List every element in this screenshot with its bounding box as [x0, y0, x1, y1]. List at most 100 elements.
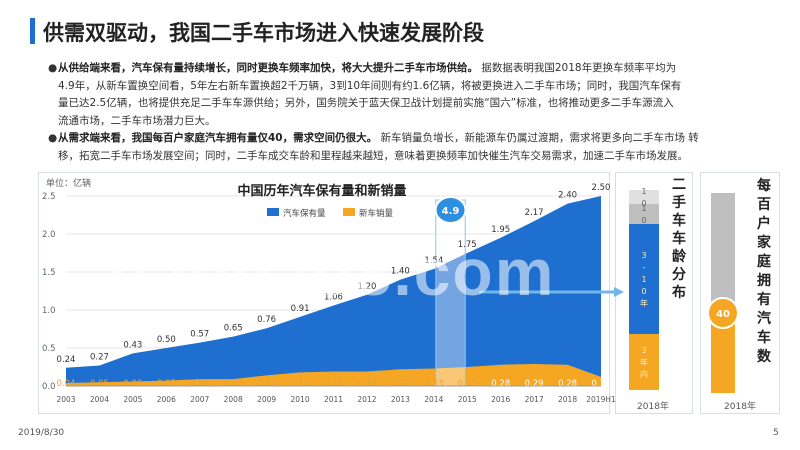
bullet-supply-line-2: 4.9年，从新车置换空间看，5年左右新车置换超2千万辆，3到10年间则有约1.6…	[58, 79, 682, 92]
x-tick-label: 2005	[123, 395, 142, 404]
bullet-list: ● 从供给端来看，汽车保有量持续增长，同时更换车频率加快，将大大提升二手车市场供…	[48, 60, 783, 166]
age-chart-title-char: 车	[672, 230, 686, 247]
x-tick-label: 2004	[90, 395, 109, 404]
household-title-char: 家	[757, 234, 772, 251]
data-label-new-sales: 0.23	[424, 379, 443, 389]
data-label-new-sales: 0.28	[491, 379, 510, 389]
series-area-car-ownership	[66, 196, 601, 386]
y-tick-label: 2.0	[42, 230, 56, 240]
age-chart-title-char: 龄	[672, 248, 687, 265]
x-tick-label: 2015	[458, 395, 477, 404]
household-title-char: 数	[757, 348, 772, 365]
age-segment-2	[629, 204, 659, 224]
age-segment-label-1: 年	[640, 298, 648, 308]
legend-label-new-sales: 新车销量	[359, 208, 394, 219]
title-accent-bar	[30, 18, 35, 44]
x-tick-label: 2017	[525, 395, 544, 404]
data-label-ownership: 0.24	[57, 355, 76, 365]
y-tick-label: 0.5	[42, 344, 56, 354]
slide-title: 供需双驱动，我国二手车市场进入快速发展阶段	[43, 21, 484, 45]
household-title-char: 拥	[757, 272, 771, 289]
legend-label-ownership: 汽车保有量	[283, 208, 326, 219]
age-segment-label-0: 3	[641, 346, 646, 355]
data-label-new-sales: 0.07	[157, 379, 176, 389]
bullet-demand: ● 从需求端来看，我国每百户家庭汽车拥有量仅40，需求空间仍很大。 新车销量负增…	[48, 130, 783, 165]
age-chart-title-char: 二	[672, 177, 686, 193]
household-title-char: 汽	[757, 310, 771, 327]
age-segment-label-1: 0	[641, 287, 646, 296]
x-tick-label: 2016	[491, 395, 510, 404]
x-tick-label: 2013	[391, 395, 410, 404]
x-tick-label: 2010	[291, 395, 310, 404]
bullet-supply-line-3: 量已达2.5亿辆，也将提供充足二手车车源供给；另外，国务院关于蓝天保卫战计划提前…	[58, 97, 674, 110]
bullet-dot-icon: ●	[48, 62, 58, 74]
data-label-new-sales: 0.28	[558, 379, 577, 389]
watermark: baogao8.com	[108, 235, 556, 309]
data-label-new-sales: 0.09	[190, 379, 209, 389]
x-tick-label: 2009	[257, 395, 276, 404]
y-tick-label: 1.0	[42, 306, 56, 316]
arrow-head-icon	[614, 287, 624, 297]
chart-title: 中国历年汽车保有量和新销量	[237, 183, 406, 199]
age-chart-title-char: 分	[672, 267, 686, 283]
age-segment-3	[629, 190, 659, 204]
bullet-supply: ● 从供给端来看，汽车保有量持续增长，同时更换车频率加快，将大大提升二手车市场供…	[48, 60, 783, 130]
data-label-new-sales: 0.12	[592, 379, 611, 389]
household-value-marker	[707, 297, 739, 329]
age-segment-label-2: 1	[641, 204, 646, 213]
x-tick-label: 2012	[357, 395, 376, 404]
data-label-new-sales: 0.05	[90, 379, 109, 389]
age-segment-0	[629, 334, 659, 390]
x-tick-label: 2006	[157, 395, 176, 404]
x-tick-label: 2011	[324, 395, 343, 404]
y-unit-label: 单位：亿辆	[46, 177, 91, 189]
age-segment-1	[629, 224, 659, 334]
household-title-char: 百	[757, 197, 771, 213]
y-tick-label: 1.5	[42, 268, 56, 278]
age-segment-label-1: -	[643, 263, 646, 272]
bullet-supply-bold: 从供给端来看，汽车保有量持续增长，同时更换车频率加快，将大大提升二手车市场供给。	[58, 62, 478, 74]
age-chart-title-char: 车	[672, 212, 686, 229]
bullet-demand-line-1: 新车销量负增长，新能源车仍属过渡期，需求将更多向二手车市场 转	[380, 132, 699, 145]
household-title-char: 庭	[757, 253, 772, 270]
data-label-ownership: 0.91	[291, 304, 310, 314]
household-title-char: 户	[757, 215, 771, 232]
x-tick-label: 2014	[424, 395, 443, 404]
data-label-ownership: 2.17	[525, 208, 544, 218]
y-tick-label: 0.0	[42, 382, 56, 392]
data-label-new-sales: 0.06	[123, 379, 142, 389]
data-label-ownership: 2.50	[592, 183, 611, 193]
bullet-demand-line-2: 移，拓宽二手车市场发展空间；同时，二手车成交车龄和里程越来越短，意味着更换频率加…	[58, 149, 688, 162]
main-chart: 单位：亿辆 0.0 0.5 1.0 1.5 2.0 2.5 4.9 0.24 0.27 0.43 0.…	[42, 177, 624, 404]
x-tick-label: 2008	[224, 395, 243, 404]
data-label-new-sales: 0.19	[357, 379, 376, 389]
highlight-bubble	[434, 196, 467, 224]
data-label-new-sales: 0.09	[224, 379, 243, 389]
household-xlabel: 2018年	[724, 400, 756, 412]
data-label-ownership: 0.57	[190, 330, 209, 340]
legend-swatch-new-sales	[343, 208, 355, 216]
bullet-demand-bold: 从需求端来看，我国每百户家庭汽车拥有量仅40，需求空间仍很大。	[58, 132, 378, 145]
data-label-new-sales: 0.22	[391, 379, 410, 389]
age-segment-label-0: 内	[640, 369, 648, 379]
x-tick-label: 2019H1	[586, 395, 616, 404]
data-label-ownership: 0.65	[224, 324, 243, 334]
series-area-new-sales	[66, 363, 601, 386]
age-segment-label-2: 0	[641, 216, 646, 225]
bullet-supply-line-4: 流通市场，二手车市场潜力巨大。	[58, 114, 216, 127]
bullet-dot-icon: ●	[48, 132, 58, 145]
data-label-new-sales: 0.19	[324, 379, 343, 389]
household-title-char: 每	[757, 177, 771, 194]
data-label-ownership: 1.20	[357, 282, 376, 292]
data-label-ownership: 0.50	[157, 335, 176, 345]
page-number: 5	[773, 428, 779, 438]
data-label-ownership: 1.95	[491, 225, 510, 235]
age-segment-label-1: 3	[641, 251, 646, 260]
data-label-new-sales: 0.04	[57, 379, 76, 389]
data-label-new-sales: 0.29	[525, 379, 544, 389]
age-segment-label-3: 0	[641, 199, 646, 208]
household-title-char: 车	[757, 329, 771, 346]
legend-background	[262, 202, 412, 222]
